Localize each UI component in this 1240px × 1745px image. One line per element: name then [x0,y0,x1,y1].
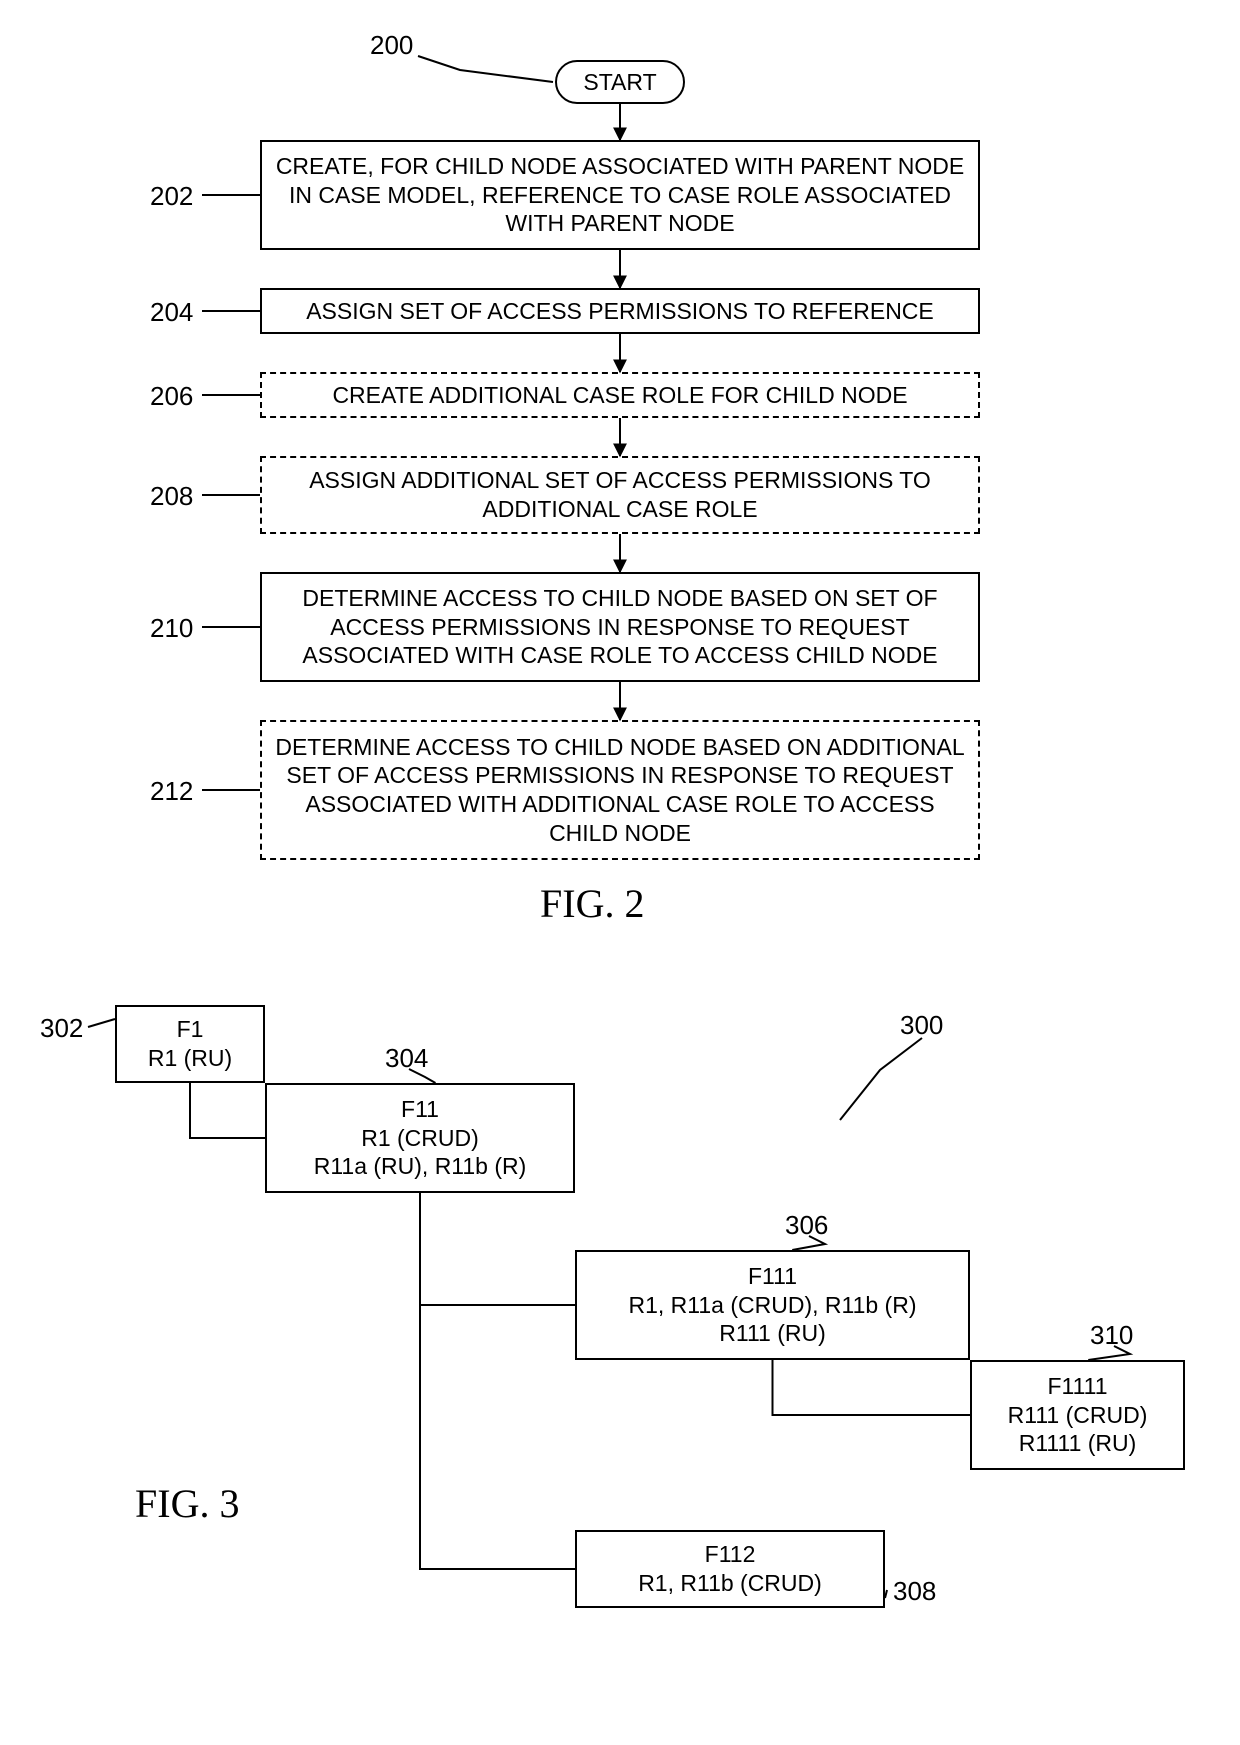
fig2-label-206: 206 [150,381,193,412]
fig3-node-306: F111R1, R11a (CRUD), R11b (R)R111 (RU) [575,1250,970,1360]
fig3-label-306: 306 [785,1210,828,1241]
fig2-start-label: START [583,69,656,96]
fig3-label-304: 304 [385,1043,428,1074]
fig3-node-304: F11R1 (CRUD)R11a (RU), R11b (R) [265,1083,575,1193]
fig2-step-208: ASSIGN ADDITIONAL SET OF ACCESS PERMISSI… [260,456,980,534]
fig2-ref-200: 200 [370,30,413,61]
fig3-node-302: F1R1 (RU) [115,1005,265,1083]
fig2-step-212: DETERMINE ACCESS TO CHILD NODE BASED ON … [260,720,980,860]
fig3-node-310: F1111R111 (CRUD)R1111 (RU) [970,1360,1185,1470]
fig3-label-308: 308 [893,1576,936,1607]
fig2-label-212: 212 [150,776,193,807]
fig2-start-node: START [555,60,685,104]
fig2-label-208: 208 [150,481,193,512]
fig2-caption: FIG. 2 [540,880,644,927]
fig3-ref-300: 300 [900,1010,943,1041]
fig3-label-310: 310 [1090,1320,1133,1351]
fig2-step-202: CREATE, FOR CHILD NODE ASSOCIATED WITH P… [260,140,980,250]
fig2-step-206: CREATE ADDITIONAL CASE ROLE FOR CHILD NO… [260,372,980,418]
fig2-label-210: 210 [150,613,193,644]
fig2-label-204: 204 [150,297,193,328]
fig2-step-210: DETERMINE ACCESS TO CHILD NODE BASED ON … [260,572,980,682]
fig3-caption: FIG. 3 [135,1480,239,1527]
fig2-step-204: ASSIGN SET OF ACCESS PERMISSIONS TO REFE… [260,288,980,334]
diagram-canvas: START 200 CREATE, FOR CHILD NODE ASSOCIA… [0,0,1240,1745]
fig3-node-308: F112R1, R11b (CRUD) [575,1530,885,1608]
fig3-label-302: 302 [40,1013,83,1044]
fig2-label-202: 202 [150,181,193,212]
